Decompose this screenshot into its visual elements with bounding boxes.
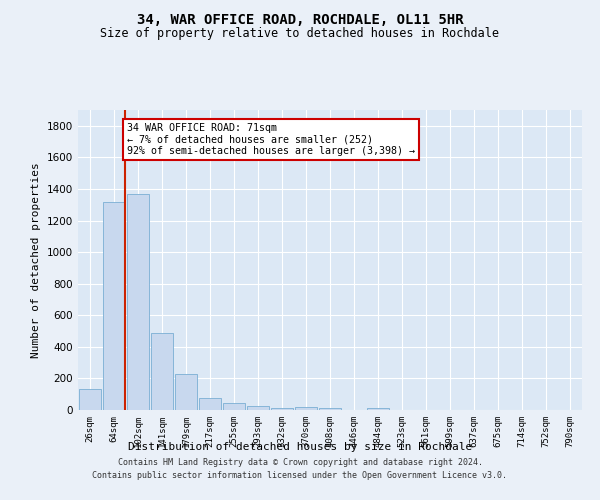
Text: Contains HM Land Registry data © Crown copyright and database right 2024.
Contai: Contains HM Land Registry data © Crown c… <box>92 458 508 480</box>
Bar <box>271 408 293 410</box>
Bar <box>223 403 245 410</box>
Bar <box>367 408 389 410</box>
Bar <box>127 194 149 410</box>
Text: 34, WAR OFFICE ROAD, ROCHDALE, OL11 5HR: 34, WAR OFFICE ROAD, ROCHDALE, OL11 5HR <box>137 12 463 26</box>
Bar <box>199 398 221 410</box>
Bar <box>175 374 197 410</box>
Text: 34 WAR OFFICE ROAD: 71sqm
← 7% of detached houses are smaller (252)
92% of semi-: 34 WAR OFFICE ROAD: 71sqm ← 7% of detach… <box>127 122 415 156</box>
Bar <box>103 202 125 410</box>
Bar <box>151 334 173 410</box>
Bar <box>295 407 317 410</box>
Bar <box>247 406 269 410</box>
Bar <box>319 408 341 410</box>
Bar <box>79 388 101 410</box>
Text: Distribution of detached houses by size in Rochdale: Distribution of detached houses by size … <box>128 442 472 452</box>
Text: Size of property relative to detached houses in Rochdale: Size of property relative to detached ho… <box>101 28 499 40</box>
Y-axis label: Number of detached properties: Number of detached properties <box>31 162 41 358</box>
